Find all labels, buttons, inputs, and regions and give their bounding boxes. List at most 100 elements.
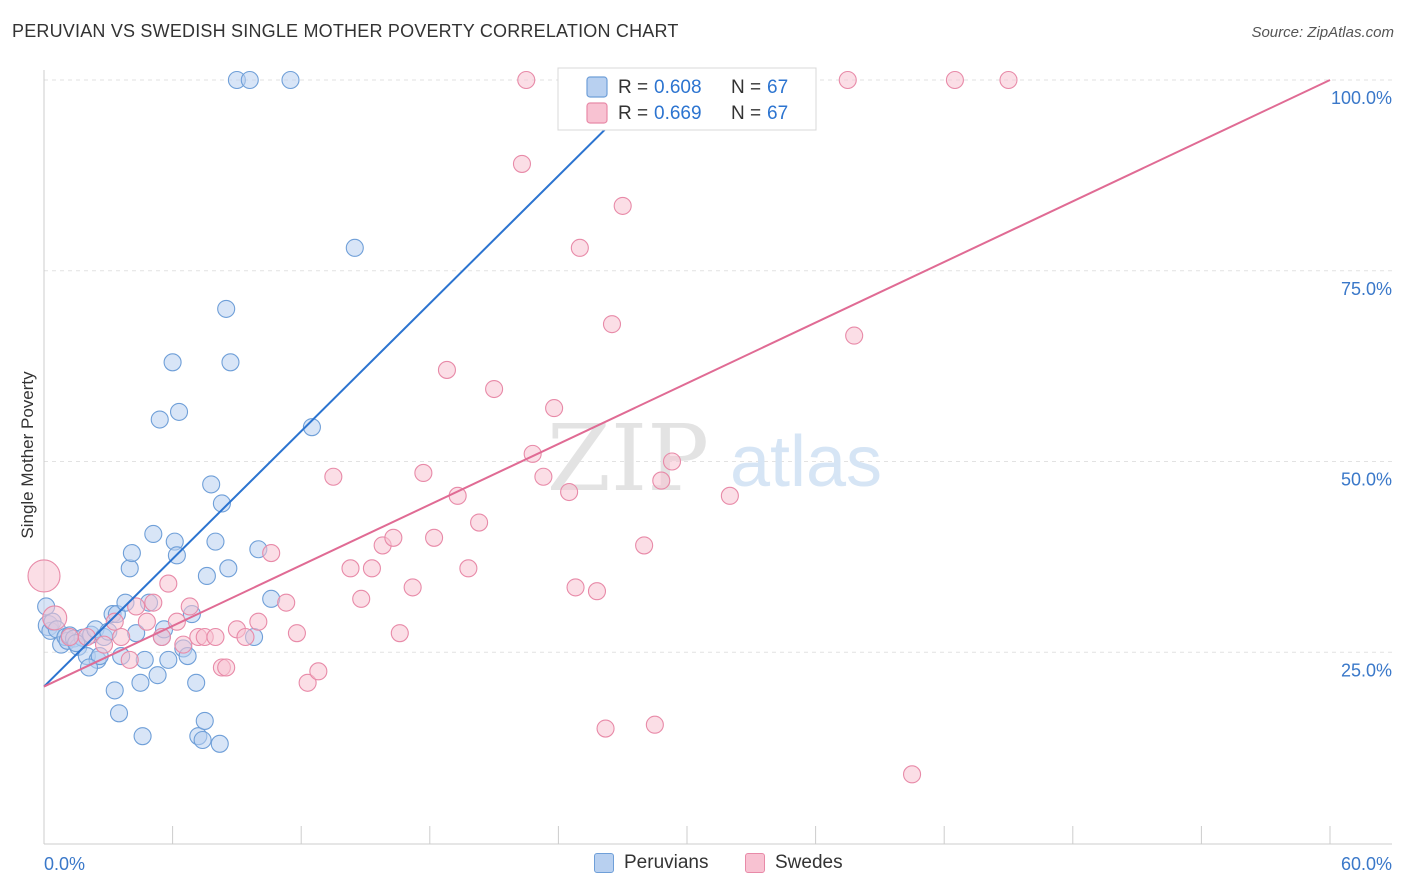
- point-swedes-7: [120, 650, 139, 669]
- point-swedes-8: [127, 597, 146, 616]
- point-swedes-14: [174, 635, 193, 654]
- point-peruvians-26: [135, 650, 154, 669]
- point-swedes-29: [324, 467, 343, 486]
- point-swedes-4: [94, 635, 114, 654]
- point-swedes-53: [596, 719, 615, 738]
- series-peruvians: [37, 70, 364, 753]
- point-peruvians-32: [159, 650, 178, 669]
- point-swedes-58: [652, 471, 671, 490]
- point-swedes-32: [362, 559, 381, 578]
- point-swedes-38: [425, 528, 444, 547]
- y-tick-label-3: 100.0%: [1331, 88, 1392, 108]
- point-swedes-63: [845, 326, 864, 345]
- point-swedes-51: [570, 238, 589, 257]
- legend-r-label-peruvians: R =: [618, 77, 648, 98]
- y-tick-label-1: 50.0%: [1341, 470, 1392, 490]
- point-peruvians-51: [221, 353, 240, 372]
- point-swedes-0: [27, 559, 61, 593]
- point-swedes-52: [587, 582, 607, 601]
- point-swedes-24: [262, 544, 281, 563]
- point-swedes-12: [159, 574, 178, 593]
- legend-n-label-peruvians: N =: [731, 77, 761, 98]
- legend-label-swedes: Swedes: [775, 852, 843, 873]
- point-peruvians-43: [195, 711, 214, 730]
- point-swedes-45: [517, 70, 536, 90]
- point-swedes-20: [217, 658, 236, 677]
- point-swedes-64: [902, 765, 922, 784]
- point-peruvians-46: [206, 532, 225, 551]
- y-tick-labels: 25.0% 50.0% 75.0% 100.0%: [1331, 88, 1392, 680]
- point-swedes-23: [249, 612, 268, 631]
- point-swedes-65: [945, 70, 964, 90]
- point-peruvians-49: [217, 299, 236, 318]
- point-swedes-57: [645, 715, 664, 734]
- point-swedes-62: [838, 70, 857, 90]
- point-swedes-54: [602, 315, 622, 334]
- legend-n-label-swedes: N =: [731, 103, 761, 124]
- point-swedes-55: [613, 196, 632, 215]
- y-tick-label-2: 75.0%: [1341, 279, 1392, 299]
- trendlines: [43, 79, 1331, 688]
- point-swedes-26: [287, 624, 306, 643]
- point-swedes-18: [206, 627, 225, 647]
- x-tick-labels: 0.0% 60.0%: [44, 854, 1392, 874]
- axes: [43, 70, 1392, 845]
- point-swedes-59: [662, 452, 682, 471]
- legend-item-swedes[interactable]: Swedes: [745, 852, 843, 874]
- point-peruvians-22: [120, 559, 139, 578]
- point-peruvians-29: [148, 666, 167, 685]
- point-swedes-49: [560, 482, 579, 502]
- source-credit: Source: ZipAtlas.com: [1251, 24, 1394, 41]
- legend-label-peruvians: Peruvians: [624, 852, 709, 873]
- trendline-swedes: [43, 79, 1331, 688]
- point-peruvians-45: [202, 475, 221, 494]
- legend-r-value-swedes: 0.669: [654, 103, 702, 124]
- point-peruvians-48: [212, 494, 231, 513]
- gridlines: [44, 79, 1392, 653]
- point-peruvians-50: [219, 559, 238, 578]
- point-swedes-37: [414, 463, 433, 482]
- point-peruvians-40: [187, 673, 206, 692]
- point-peruvians-56: [281, 70, 300, 90]
- point-peruvians-61: [133, 727, 152, 746]
- legend-item-peruvians[interactable]: Peruvians: [594, 852, 709, 874]
- point-peruvians-36: [169, 402, 189, 421]
- point-swedes-25: [277, 593, 296, 612]
- legend-r-label-swedes: R =: [618, 103, 648, 124]
- chart-title: PERUVIAN VS SWEDISH SINGLE MOTHER POVERT…: [12, 21, 679, 41]
- point-swedes-36: [403, 578, 422, 597]
- point-swedes-6: [112, 627, 131, 647]
- point-swedes-61: [720, 486, 739, 505]
- point-swedes-27: [298, 673, 317, 692]
- point-swedes-35: [390, 624, 409, 643]
- point-peruvians-53: [240, 70, 259, 90]
- point-peruvians-55: [262, 589, 281, 608]
- x-tick-label-0: 0.0%: [44, 854, 85, 874]
- x-tick-label-1: 60.0%: [1341, 854, 1392, 874]
- legend-swatch-swedes: [586, 102, 608, 124]
- point-swedes-2: [60, 627, 79, 647]
- legend-n-value-peruvians: 67: [767, 77, 788, 98]
- point-swedes-15: [180, 597, 199, 616]
- point-swedes-42: [470, 513, 489, 532]
- point-swedes-9: [137, 612, 156, 631]
- point-swedes-30: [341, 559, 360, 578]
- point-swedes-5: [105, 612, 124, 631]
- legend-swatch-peruvians: [586, 76, 608, 98]
- point-peruvians-60: [105, 681, 124, 700]
- legend-box: R = 0.608 N = 67 R = 0.669 N = 67: [557, 67, 817, 131]
- point-swedes-48: [545, 399, 564, 418]
- point-swedes-44: [512, 154, 532, 173]
- legend-r-value-peruvians: 0.608: [654, 77, 702, 98]
- point-peruvians-57: [302, 418, 321, 437]
- point-peruvians-28: [144, 524, 163, 544]
- point-peruvians-58: [345, 238, 364, 257]
- point-peruvians-23: [122, 544, 141, 563]
- legend-swatch-swedes-bottom: [745, 853, 765, 873]
- y-tick-label-0: 25.0%: [1341, 660, 1392, 680]
- point-swedes-47: [534, 467, 553, 486]
- legend-swatch-peruvians-bottom: [594, 853, 614, 873]
- point-swedes-50: [566, 578, 585, 597]
- point-peruvians-42: [193, 730, 212, 750]
